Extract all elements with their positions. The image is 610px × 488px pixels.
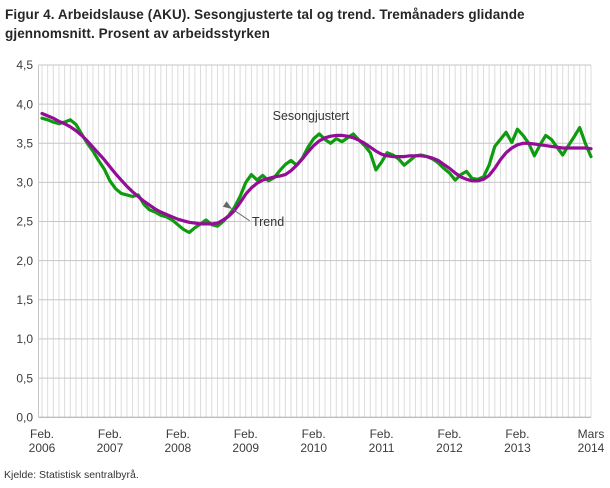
x-axis-label: Mars 2014 (578, 427, 605, 455)
source-note: Kjelde: Statistisk sentralbyrå. (4, 469, 139, 481)
x-axis-label: Feb. 2007 (97, 427, 124, 455)
y-axis-label: 2,5 (16, 215, 33, 229)
x-axis-label: Feb. 2006 (29, 427, 56, 455)
x-axis-label: Feb. 2013 (504, 427, 531, 455)
y-axis-label: 3,0 (16, 176, 33, 190)
figure-title: Figur 4. Arbeidslause (AKU). Sesongjuste… (5, 5, 605, 43)
annotation-sesongjustert-label: Sesongjustert (273, 109, 350, 123)
y-axis-label: 0,5 (16, 371, 33, 385)
annotation-trend-arrow (231, 208, 250, 222)
y-axis-label: 0,0 (16, 410, 33, 424)
figure-title-line1: Figur 4. Arbeidslause (AKU). Sesongjuste… (5, 7, 525, 22)
x-axis-label: Feb. 2008 (164, 427, 191, 455)
y-axis-label: 1,0 (16, 332, 33, 346)
y-axis-label: 4,5 (16, 58, 33, 72)
y-axis-label: 3,5 (16, 136, 33, 150)
y-axis-label: 1,5 (16, 293, 33, 307)
annotation-trend-label: Trend (252, 215, 284, 229)
x-axis-label: Feb. 2012 (436, 427, 463, 455)
annotation-trend-arrowhead (222, 201, 233, 209)
figure-title-line2: gjennomsnitt. Prosent av arbeidsstyrken (5, 26, 270, 41)
series-trend-line (40, 111, 593, 226)
x-axis-label: Feb. 2011 (369, 427, 395, 455)
x-axis-label: Feb. 2009 (232, 427, 259, 455)
y-axis-label: 4,0 (16, 97, 33, 111)
y-axis-label: 2,0 (16, 254, 33, 268)
x-axis-label: Feb. 2010 (300, 427, 327, 455)
series-sesongjustert-line (40, 116, 593, 235)
